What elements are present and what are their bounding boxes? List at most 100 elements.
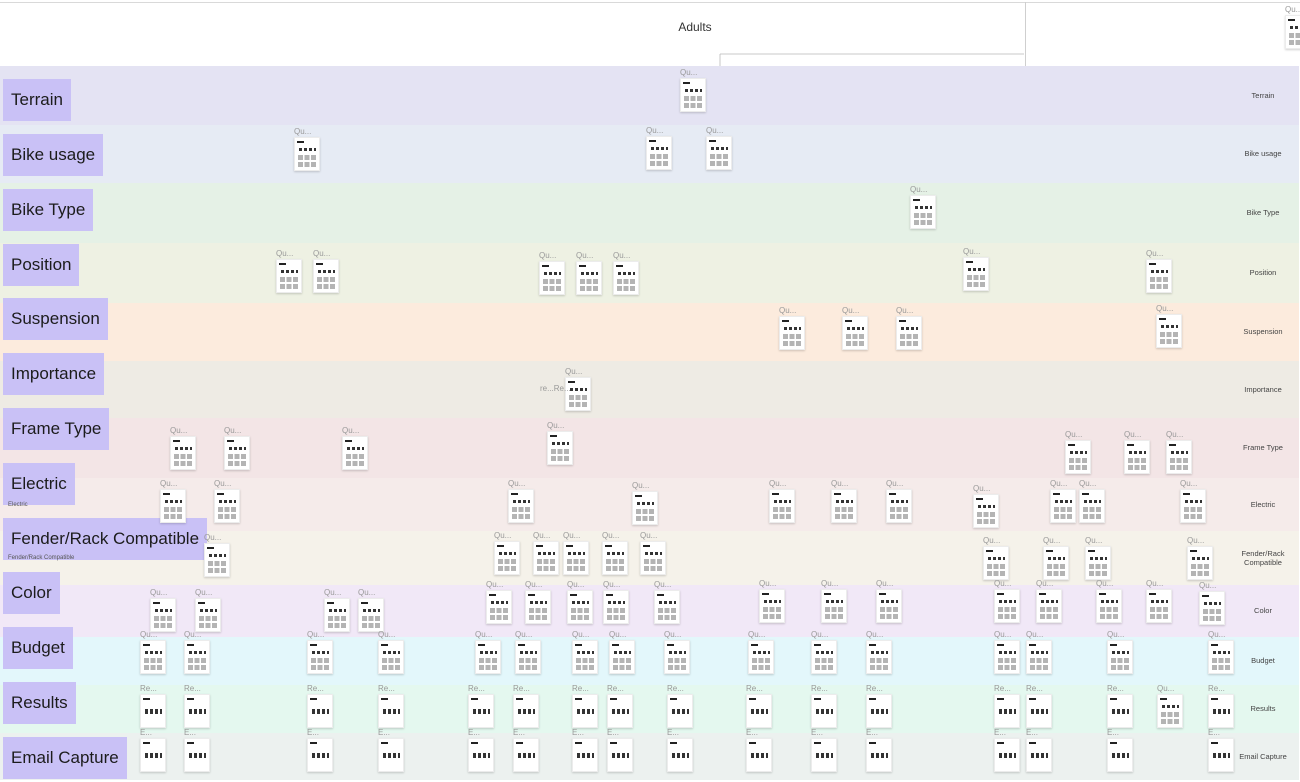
question-node[interactable]: Qu... bbox=[525, 580, 551, 624]
question-node[interactable]: Qu... bbox=[1026, 630, 1052, 674]
result-node[interactable]: Re... bbox=[866, 684, 892, 728]
question-node[interactable]: Qu... bbox=[831, 479, 857, 523]
question-node[interactable]: Qu... bbox=[494, 531, 520, 575]
email-capture-node[interactable]: E... bbox=[307, 728, 333, 772]
lane-label[interactable]: Fender/Rack Compatible bbox=[3, 518, 208, 560]
question-node[interactable]: Qu... bbox=[613, 251, 639, 295]
question-node[interactable]: Qu... bbox=[184, 630, 210, 674]
question-node[interactable]: Qu... bbox=[1079, 479, 1105, 523]
question-node[interactable]: Qu... bbox=[475, 630, 501, 674]
question-node[interactable]: Qu... bbox=[706, 126, 732, 170]
email-capture-node[interactable]: E... bbox=[572, 728, 598, 772]
question-node[interactable]: Qu... bbox=[313, 249, 339, 293]
email-capture-node[interactable]: E... bbox=[607, 728, 633, 772]
question-node[interactable]: Qu... bbox=[640, 531, 666, 575]
email-capture-node[interactable]: E... bbox=[811, 728, 837, 772]
question-node[interactable]: Qu... bbox=[779, 306, 805, 350]
question-node[interactable]: Qu... bbox=[1187, 536, 1213, 580]
question-node[interactable]: Qu... bbox=[609, 630, 635, 674]
email-capture-node[interactable]: E... bbox=[1208, 728, 1234, 772]
email-capture-node[interactable]: E... bbox=[746, 728, 772, 772]
question-node[interactable]: Qu... bbox=[576, 251, 602, 295]
question-node[interactable]: Qu... bbox=[140, 630, 166, 674]
question-node[interactable]: Qu... bbox=[811, 630, 837, 674]
email-capture-node[interactable]: E... bbox=[866, 728, 892, 772]
lane-label[interactable]: Color bbox=[3, 572, 60, 614]
lane-label[interactable]: Importance bbox=[3, 353, 105, 395]
question-node[interactable]: Qu... bbox=[533, 531, 559, 575]
question-node[interactable]: Qu... bbox=[307, 630, 333, 674]
question-node[interactable]: Qu... bbox=[983, 536, 1009, 580]
lane-label[interactable]: Electric bbox=[3, 463, 75, 505]
question-node[interactable]: Qu... bbox=[1180, 479, 1206, 523]
question-node[interactable]: Qu... bbox=[1124, 430, 1150, 474]
question-node[interactable]: Qu... bbox=[654, 580, 680, 624]
lane-label[interactable]: Suspension bbox=[3, 298, 108, 340]
question-node[interactable]: Qu... bbox=[1156, 304, 1182, 348]
question-node[interactable]: Qu... bbox=[602, 531, 628, 575]
lane-label[interactable]: Frame Type bbox=[3, 408, 110, 450]
email-capture-node[interactable]: E... bbox=[378, 728, 404, 772]
question-node[interactable]: Qu... bbox=[1157, 684, 1183, 728]
question-node[interactable]: Qu... bbox=[508, 479, 534, 523]
question-node[interactable]: Qu... bbox=[842, 306, 868, 350]
question-node[interactable]: Qu... bbox=[515, 630, 541, 674]
email-capture-node[interactable]: E... bbox=[994, 728, 1020, 772]
question-node[interactable]: Qu... bbox=[565, 367, 591, 411]
email-capture-node[interactable]: E... bbox=[1107, 728, 1133, 772]
lane-label[interactable]: Bike usage bbox=[3, 134, 104, 176]
question-node[interactable]: Qu... bbox=[759, 579, 785, 623]
email-capture-node[interactable]: E... bbox=[184, 728, 210, 772]
question-node[interactable]: Qu... bbox=[748, 630, 774, 674]
question-node[interactable]: Qu... bbox=[876, 579, 902, 623]
question-node[interactable]: Qu... bbox=[170, 426, 196, 470]
result-node[interactable]: Re... bbox=[607, 684, 633, 728]
question-node[interactable]: Qu... bbox=[547, 421, 573, 465]
question-node[interactable]: Qu... bbox=[539, 251, 565, 295]
result-node[interactable]: Re... bbox=[994, 684, 1020, 728]
result-node[interactable]: Re... bbox=[140, 684, 166, 728]
question-node[interactable]: Qu... bbox=[1166, 430, 1192, 474]
question-node[interactable]: Qu... bbox=[378, 630, 404, 674]
question-node[interactable]: Qu... bbox=[1096, 579, 1122, 623]
lane-label[interactable]: Terrain bbox=[3, 79, 71, 121]
lane-label[interactable]: Position bbox=[3, 244, 80, 286]
question-node[interactable]: Qu... bbox=[324, 588, 350, 632]
question-node[interactable]: Qu... bbox=[910, 185, 936, 229]
question-node[interactable]: Qu... bbox=[358, 588, 384, 632]
question-node[interactable]: Qu... bbox=[680, 68, 706, 112]
question-node[interactable]: Qu... bbox=[1285, 5, 1300, 49]
question-node[interactable]: Qu... bbox=[664, 630, 690, 674]
email-capture-node[interactable]: E... bbox=[1026, 728, 1052, 772]
question-node[interactable]: Qu... bbox=[994, 630, 1020, 674]
question-node[interactable]: Qu... bbox=[572, 630, 598, 674]
question-node[interactable]: Qu... bbox=[486, 580, 512, 624]
question-node[interactable]: Qu... bbox=[160, 479, 186, 523]
question-node[interactable]: Qu... bbox=[224, 426, 250, 470]
question-node[interactable]: Qu... bbox=[1208, 630, 1234, 674]
question-node[interactable]: Qu... bbox=[1050, 479, 1076, 523]
result-node[interactable]: Re... bbox=[572, 684, 598, 728]
question-node[interactable]: Qu... bbox=[1146, 249, 1172, 293]
email-capture-node[interactable]: E... bbox=[513, 728, 539, 772]
lane-label[interactable]: Bike Type bbox=[3, 189, 94, 231]
email-capture-node[interactable]: E... bbox=[468, 728, 494, 772]
question-node[interactable]: Qu... bbox=[769, 479, 795, 523]
question-node[interactable]: Qu... bbox=[214, 479, 240, 523]
question-node[interactable]: Qu... bbox=[973, 484, 999, 528]
result-node[interactable]: Re... bbox=[513, 684, 539, 728]
email-capture-node[interactable]: E... bbox=[140, 728, 166, 772]
result-node[interactable]: Re... bbox=[811, 684, 837, 728]
question-node[interactable]: Qu... bbox=[632, 481, 658, 525]
result-node[interactable]: Re... bbox=[468, 684, 494, 728]
question-node[interactable]: Qu... bbox=[276, 249, 302, 293]
question-node[interactable]: Qu... bbox=[567, 580, 593, 624]
question-node[interactable]: Qu... bbox=[963, 247, 989, 291]
result-node[interactable]: Re... bbox=[667, 684, 693, 728]
lane-label[interactable]: Budget bbox=[3, 627, 73, 669]
question-node[interactable]: Qu... bbox=[1199, 581, 1225, 625]
question-node[interactable]: Qu... bbox=[150, 588, 176, 632]
result-node[interactable]: Re... bbox=[307, 684, 333, 728]
question-node[interactable]: Qu... bbox=[195, 588, 221, 632]
question-node[interactable]: Qu... bbox=[886, 479, 912, 523]
